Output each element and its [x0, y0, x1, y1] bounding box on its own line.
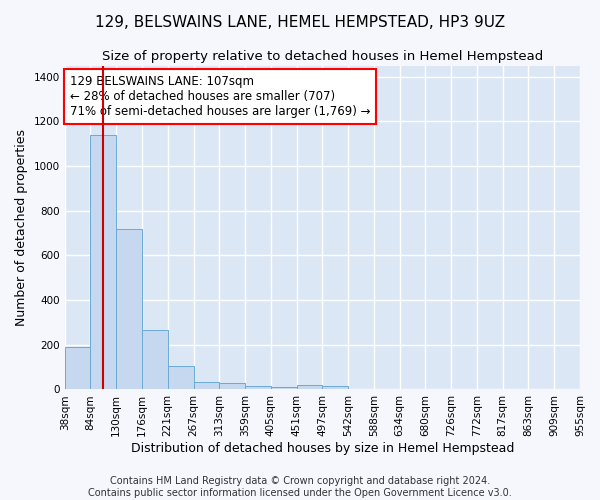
Bar	[322, 386, 348, 390]
Text: 129, BELSWAINS LANE, HEMEL HEMPSTEAD, HP3 9UZ: 129, BELSWAINS LANE, HEMEL HEMPSTEAD, HP…	[95, 15, 505, 30]
Text: Contains HM Land Registry data © Crown copyright and database right 2024.
Contai: Contains HM Land Registry data © Crown c…	[88, 476, 512, 498]
Bar	[245, 386, 271, 390]
Bar	[219, 383, 245, 390]
X-axis label: Distribution of detached houses by size in Hemel Hempstead: Distribution of detached houses by size …	[131, 442, 514, 455]
Bar	[116, 228, 142, 390]
Bar	[91, 135, 116, 390]
Title: Size of property relative to detached houses in Hemel Hempstead: Size of property relative to detached ho…	[102, 50, 543, 63]
Y-axis label: Number of detached properties: Number of detached properties	[15, 129, 28, 326]
Text: 129 BELSWAINS LANE: 107sqm
← 28% of detached houses are smaller (707)
71% of sem: 129 BELSWAINS LANE: 107sqm ← 28% of deta…	[70, 76, 370, 118]
Bar	[193, 382, 219, 390]
Bar	[296, 385, 322, 390]
Bar	[65, 347, 91, 390]
Bar	[168, 366, 193, 390]
Bar	[271, 387, 296, 390]
Bar	[142, 330, 168, 390]
